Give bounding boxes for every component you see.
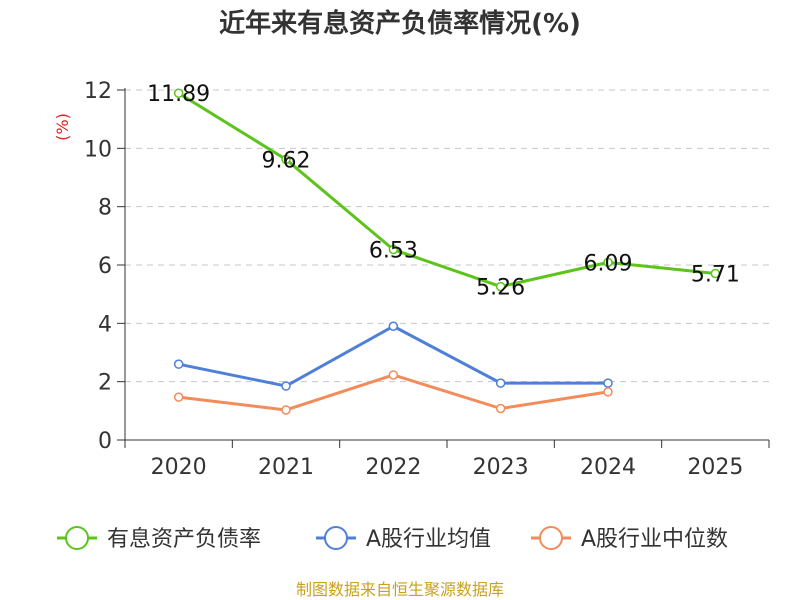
legend-label: A股行业均值 (366, 527, 491, 552)
data-label: 5.26 (476, 276, 525, 301)
y-tick-label: 8 (98, 196, 112, 221)
series-lines (173, 88, 721, 415)
source-note: 制图数据来自恒生聚源数据库 (296, 580, 504, 599)
y-tick-label: 10 (84, 137, 112, 162)
legend-item-1[interactable]: A股行业均值 (316, 526, 491, 552)
series-line-0 (177, 91, 716, 289)
y-tick-label: 12 (84, 79, 112, 104)
axes (117, 88, 770, 448)
x-tick-label: 2020 (151, 455, 207, 480)
data-point (495, 281, 506, 292)
data-point (281, 381, 291, 391)
data-point (388, 370, 399, 380)
data-point (281, 405, 291, 415)
grid-lines (125, 89, 769, 383)
data-point (603, 257, 613, 268)
chart-title: 近年来有息资产负债率情况(%) (219, 8, 581, 39)
x-tick-label: 2025 (687, 455, 743, 480)
data-point (388, 321, 399, 331)
legend-marker-icon (539, 526, 563, 550)
data-point (710, 268, 721, 279)
data-point (173, 88, 184, 98)
data-point (173, 392, 184, 402)
data-point (603, 387, 613, 397)
legend-label: 有息资产负债率 (107, 527, 261, 552)
data-point (603, 378, 613, 388)
data-label: 5.71 (691, 262, 740, 287)
legend-item-2[interactable]: A股行业中位数 (531, 526, 728, 552)
x-tick-label: 2022 (365, 455, 421, 480)
y-tick-labels: 0 2 4 6 8 10 12 (84, 79, 112, 454)
x-tick-label: 2023 (473, 455, 529, 480)
data-point (173, 359, 184, 369)
x-tick-label: 2024 (580, 455, 636, 480)
y-tick-label: 6 (98, 254, 112, 279)
legend-label: A股行业中位数 (581, 527, 728, 552)
y-tick-label: 0 (98, 429, 112, 454)
y-tick-label: 4 (98, 312, 112, 337)
data-point (388, 244, 399, 255)
data-label: 6.53 (369, 239, 418, 264)
data-label: 6.09 (584, 251, 633, 276)
series-line-2 (178, 373, 609, 412)
data-label: 9.62 (262, 148, 311, 173)
x-tick-label: 2021 (258, 455, 314, 480)
y-axis-label: (%) (53, 113, 72, 141)
data-labels: 11.89 9.62 6.53 5.26 6.09 5.71 (147, 82, 740, 300)
x-tick-labels: 2020 2021 2022 2023 2024 2025 (151, 455, 744, 480)
legend-marker-icon (65, 526, 89, 550)
data-label: 11.89 (147, 82, 210, 107)
data-point (281, 154, 291, 165)
legend[interactable]: 有息资产负债率 A股行业均值 A股行业中位数 (57, 526, 728, 552)
legend-item-0[interactable]: 有息资产负债率 (57, 526, 261, 552)
data-point (495, 378, 506, 388)
data-point (495, 403, 506, 414)
legend-marker-icon (324, 526, 348, 550)
y-tick-label: 2 (98, 371, 112, 396)
